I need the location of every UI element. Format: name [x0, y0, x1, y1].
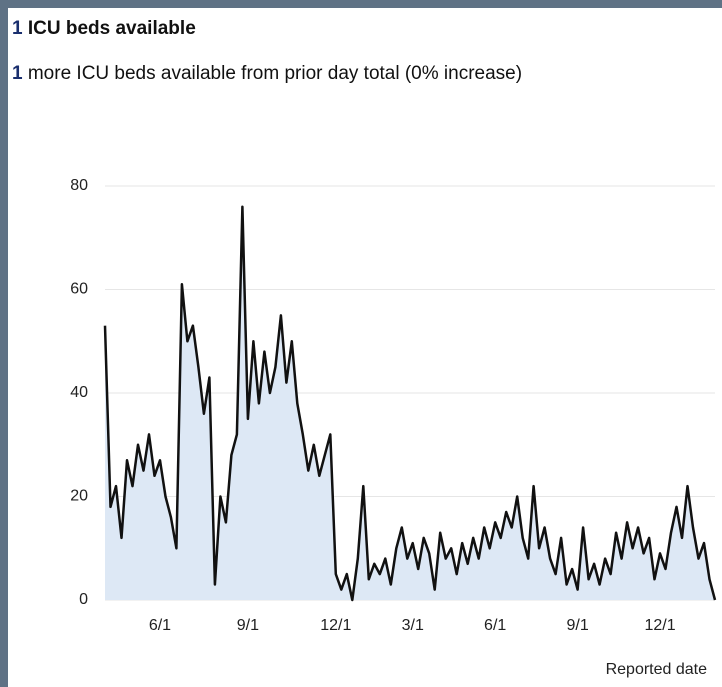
title-value: 1 [12, 18, 23, 39]
y-tick-label: 0 [79, 591, 88, 608]
x-axis-label: Reported date [606, 661, 708, 678]
area [105, 206, 715, 600]
x-tick-label: 9/1 [566, 617, 588, 634]
y-tick-label: 80 [70, 177, 88, 194]
y-tick-label: 20 [70, 488, 88, 505]
x-tick-label: 3/1 [402, 617, 424, 634]
y-tick-label: 40 [70, 384, 88, 401]
x-tick-label: 6/1 [149, 617, 171, 634]
title-text: ICU beds available [27, 18, 196, 39]
line [103, 205, 717, 602]
panel: 1 ICU beds available 1 more ICU beds ava… [8, 8, 722, 687]
chart: Reported date 0 20 40 60 80 6/1 9/1 12/1 3/1 6/1 9… [70, 177, 717, 678]
title: 1 ICU beds available [12, 18, 196, 40]
x-tick-label: 12/1 [644, 617, 675, 634]
subtitle-value: 1 [12, 63, 23, 84]
subtitle: 1 more ICU beds available from prior day… [12, 63, 522, 85]
x-tick-label: 6/1 [484, 617, 506, 634]
x-tick-label: 12/1 [320, 617, 351, 634]
y-tick-label: 60 [70, 281, 88, 298]
x-tick-label: 9/1 [237, 617, 259, 634]
subtitle-text: more ICU beds available from prior day t… [27, 63, 523, 84]
